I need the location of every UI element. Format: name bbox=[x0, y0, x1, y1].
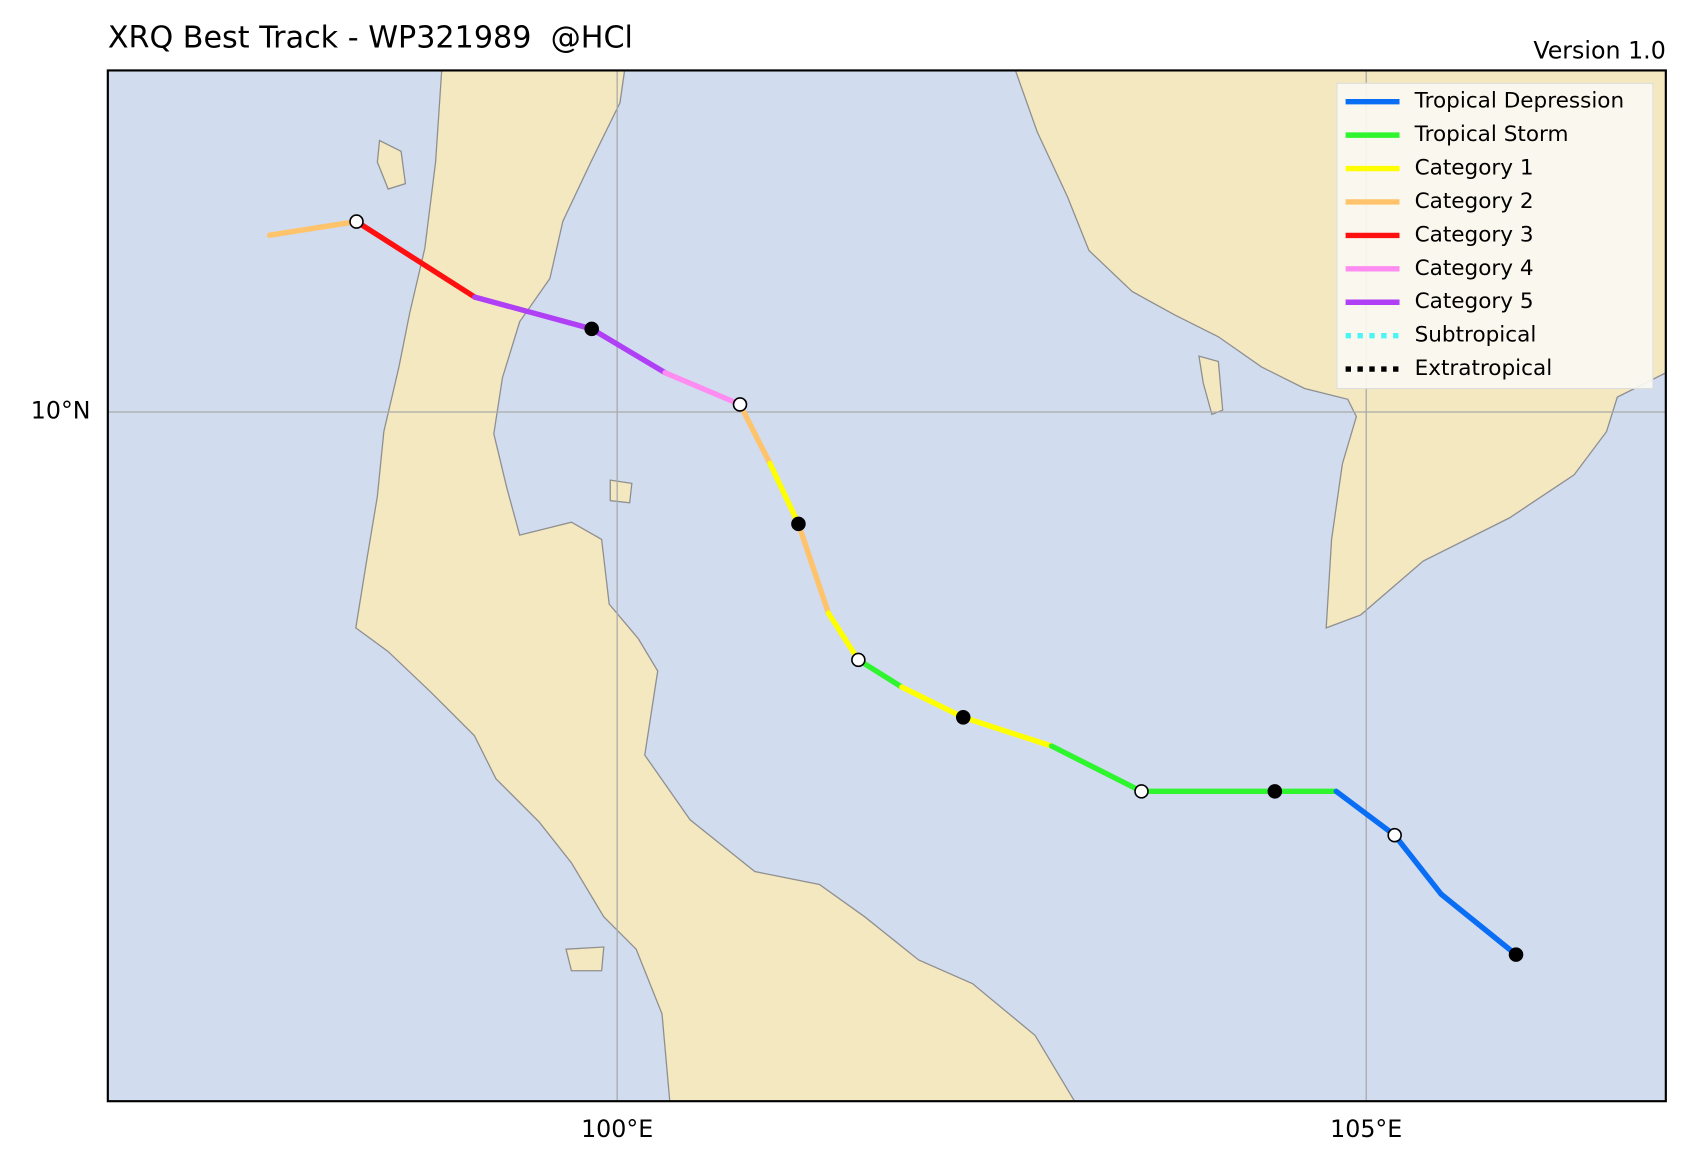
x-tick-label: 100°E bbox=[581, 1115, 653, 1143]
track-segment bbox=[737, 401, 773, 467]
y-tick-label: 10°N bbox=[31, 397, 91, 425]
legend-label: Category 1 bbox=[1415, 156, 1534, 181]
legend: Tropical Depression Tropical Storm Categor… bbox=[1336, 82, 1654, 390]
track-point bbox=[791, 516, 806, 532]
track-point bbox=[349, 214, 364, 229]
track-segment bbox=[472, 294, 595, 332]
title: XRQ Best Track - WP321989 @HCl bbox=[108, 21, 633, 56]
legend-label: Category 4 bbox=[1415, 256, 1534, 281]
legend-label: Extratropical bbox=[1415, 356, 1553, 381]
island bbox=[609, 479, 633, 504]
track-segment bbox=[767, 460, 802, 527]
track-point bbox=[732, 397, 748, 412]
island bbox=[376, 139, 407, 190]
island bbox=[565, 946, 605, 972]
legend-label: Tropical Storm bbox=[1414, 122, 1569, 147]
legend-label: Category 5 bbox=[1415, 289, 1534, 314]
track-segment bbox=[1438, 891, 1519, 958]
legend-label: Tropical Depression bbox=[1414, 89, 1625, 114]
track-point bbox=[1387, 827, 1402, 843]
land-west bbox=[355, 70, 1076, 1102]
track-point bbox=[1134, 784, 1149, 799]
track-segment bbox=[1391, 832, 1444, 897]
track-segment bbox=[1048, 743, 1145, 795]
track-point bbox=[851, 652, 866, 668]
track-point bbox=[1508, 947, 1524, 962]
track-segment bbox=[589, 326, 668, 376]
legend-label: Category 2 bbox=[1415, 189, 1534, 214]
tick-labels: 100°E 105°E 10°N bbox=[31, 397, 1403, 1143]
x-tick-label: 105°E bbox=[1330, 1115, 1402, 1143]
track-segment bbox=[266, 218, 360, 238]
track-segment bbox=[855, 657, 905, 690]
track-segment bbox=[353, 218, 478, 300]
track-segment bbox=[662, 370, 743, 408]
track-segment bbox=[825, 610, 862, 663]
track-segment bbox=[1333, 788, 1398, 838]
track-point bbox=[1267, 784, 1283, 799]
map-frame bbox=[106, 69, 1667, 1103]
track-segment bbox=[960, 714, 1055, 749]
track bbox=[266, 214, 1524, 962]
legend-label: Subtropical bbox=[1415, 323, 1537, 348]
legend-label: Category 3 bbox=[1415, 222, 1534, 247]
track-segment bbox=[795, 521, 832, 616]
track-point bbox=[955, 710, 971, 725]
version: Version 1.0 bbox=[1533, 37, 1665, 65]
track-segment bbox=[899, 684, 966, 720]
track-point bbox=[584, 321, 599, 337]
